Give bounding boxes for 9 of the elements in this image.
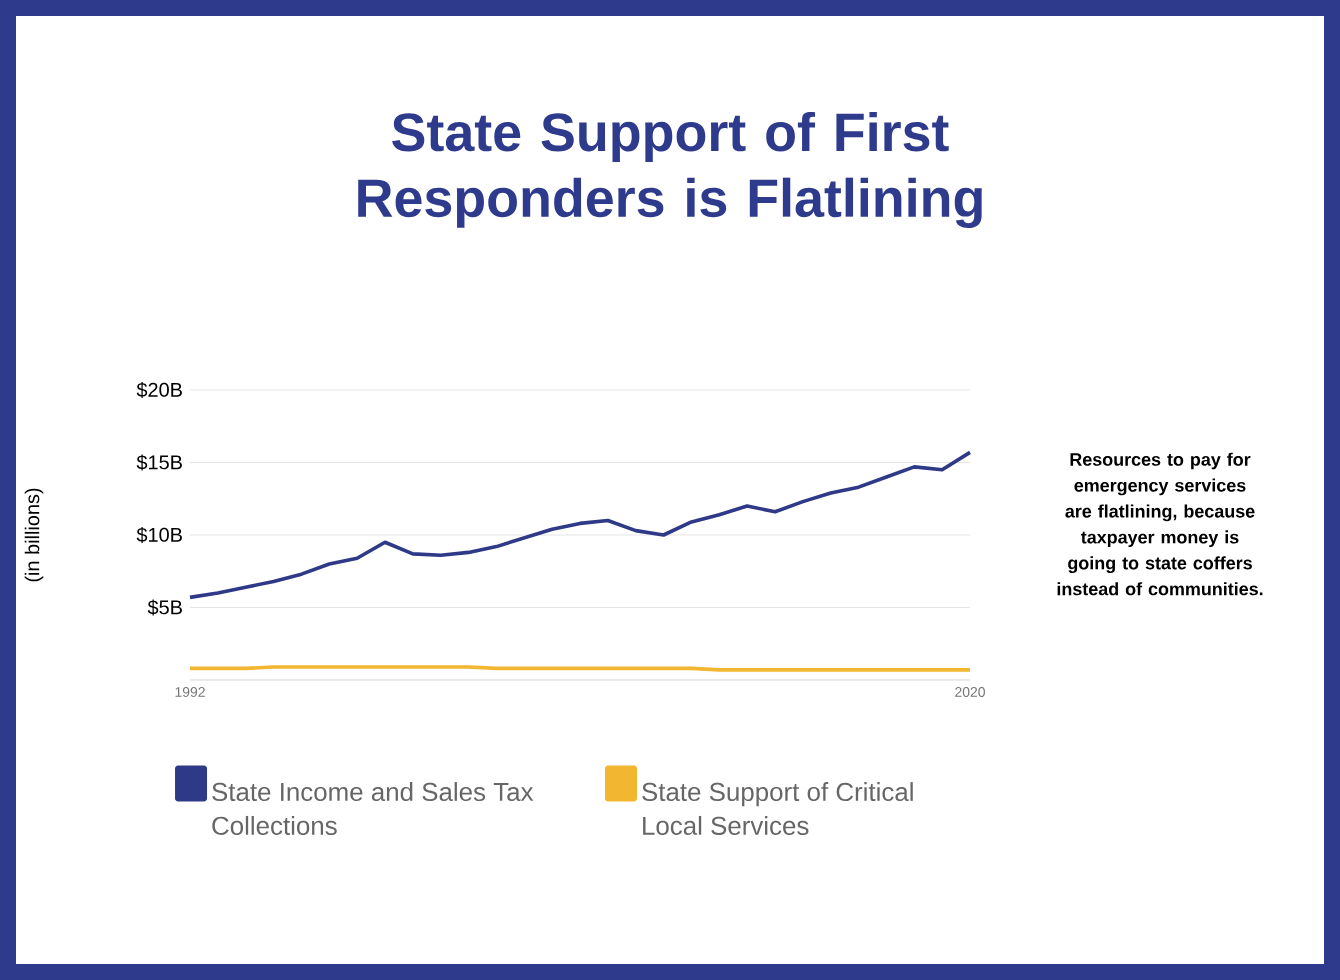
- y-tick-label: $10B: [136, 526, 182, 544]
- y-tick-label: $5B: [147, 599, 182, 616]
- y-axis-title: (in billions): [24, 488, 44, 582]
- legend-label: State Income and Sales Tax Collections: [212, 782, 534, 835]
- text: Resources to pay for emergency services are flatlining, because taxpayer money is going to state coffers instead of communities.: [1057, 452, 1263, 596]
- y-tick-label: $20B: [136, 381, 182, 399]
- chart-title: State Support of First Responders is Flatlining: [358, 111, 982, 229]
- y-tick-label: $15B: [136, 454, 182, 471]
- legend-label: State Support of Critical Local Services: [642, 782, 913, 835]
